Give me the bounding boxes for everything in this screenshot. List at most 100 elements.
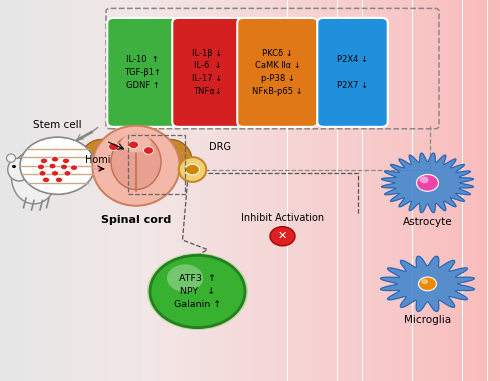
Circle shape <box>39 171 46 176</box>
Bar <box>334 0 338 381</box>
Bar <box>188 0 192 381</box>
Bar <box>96 0 100 381</box>
Circle shape <box>52 157 59 162</box>
Bar <box>475 0 479 381</box>
Bar <box>116 0 121 381</box>
Bar <box>138 0 141 381</box>
Bar <box>108 0 112 381</box>
Bar <box>25 0 29 381</box>
Bar <box>492 0 496 381</box>
Bar <box>4 0 8 381</box>
Ellipse shape <box>6 154 16 162</box>
Bar <box>79 0 84 381</box>
Bar <box>208 0 212 381</box>
Circle shape <box>52 171 59 176</box>
Bar <box>308 0 312 381</box>
Bar <box>258 0 262 381</box>
Bar <box>312 0 316 381</box>
FancyBboxPatch shape <box>107 18 178 127</box>
Circle shape <box>420 176 428 183</box>
Bar <box>396 0 400 381</box>
Text: DRG: DRG <box>209 142 231 152</box>
Bar <box>392 0 396 381</box>
Bar <box>375 0 379 381</box>
Bar <box>175 0 179 381</box>
Bar <box>362 0 366 381</box>
Bar <box>88 0 92 381</box>
Bar <box>34 0 38 381</box>
Bar <box>325 0 329 381</box>
Bar <box>266 0 271 381</box>
Bar <box>142 0 146 381</box>
Text: Homing: Homing <box>85 155 122 165</box>
Bar <box>338 0 342 381</box>
Circle shape <box>147 253 248 330</box>
FancyBboxPatch shape <box>238 18 318 127</box>
Circle shape <box>64 171 71 176</box>
Bar <box>162 0 166 381</box>
Circle shape <box>128 141 138 149</box>
Text: Microglia: Microglia <box>404 315 451 325</box>
Bar <box>246 0 250 381</box>
Bar <box>296 0 300 381</box>
Bar <box>200 0 204 381</box>
Bar <box>471 0 475 381</box>
Bar <box>350 0 354 381</box>
Text: Astrocyte: Astrocyte <box>402 217 452 227</box>
Bar <box>196 0 200 381</box>
Circle shape <box>70 165 78 170</box>
Bar <box>229 0 234 381</box>
Bar <box>42 0 46 381</box>
Circle shape <box>98 167 102 171</box>
Bar <box>21 0 25 381</box>
FancyBboxPatch shape <box>172 18 243 127</box>
Bar <box>454 0 458 381</box>
Bar <box>400 0 404 381</box>
Bar <box>379 0 384 381</box>
Circle shape <box>96 167 102 171</box>
Ellipse shape <box>8 158 30 181</box>
Bar <box>271 0 275 381</box>
Bar <box>404 0 408 381</box>
Ellipse shape <box>80 139 116 173</box>
Bar <box>121 0 125 381</box>
Circle shape <box>49 163 56 169</box>
Bar <box>192 0 196 381</box>
Bar <box>416 0 421 381</box>
Bar <box>166 0 171 381</box>
Bar <box>150 0 154 381</box>
Bar <box>488 0 492 381</box>
Circle shape <box>42 177 50 182</box>
Bar <box>50 0 54 381</box>
Text: IL-10  ↑
TGF-β1↑
GDNF ↑: IL-10 ↑ TGF-β1↑ GDNF ↑ <box>124 55 161 90</box>
Circle shape <box>99 167 104 171</box>
Bar <box>412 0 416 381</box>
Polygon shape <box>380 256 474 312</box>
Bar <box>179 0 184 381</box>
Circle shape <box>270 227 295 246</box>
Ellipse shape <box>12 150 56 204</box>
Text: Inhibit Activation: Inhibit Activation <box>241 213 324 223</box>
Bar <box>262 0 266 381</box>
Bar <box>329 0 334 381</box>
Circle shape <box>144 147 154 154</box>
Bar <box>29 0 34 381</box>
Bar <box>288 0 292 381</box>
Bar <box>184 0 188 381</box>
Bar <box>8 0 12 381</box>
Polygon shape <box>382 153 474 213</box>
Text: ✕: ✕ <box>278 231 287 241</box>
Bar <box>38 0 42 381</box>
Bar <box>125 0 129 381</box>
Circle shape <box>167 264 203 292</box>
Bar <box>292 0 296 381</box>
Bar <box>0 0 4 381</box>
Bar <box>112 0 116 381</box>
Text: Stem cell: Stem cell <box>33 120 82 130</box>
Ellipse shape <box>92 126 180 206</box>
Bar <box>479 0 484 381</box>
Bar <box>466 0 471 381</box>
Bar <box>171 0 175 381</box>
Circle shape <box>38 164 44 170</box>
Bar <box>434 0 438 381</box>
